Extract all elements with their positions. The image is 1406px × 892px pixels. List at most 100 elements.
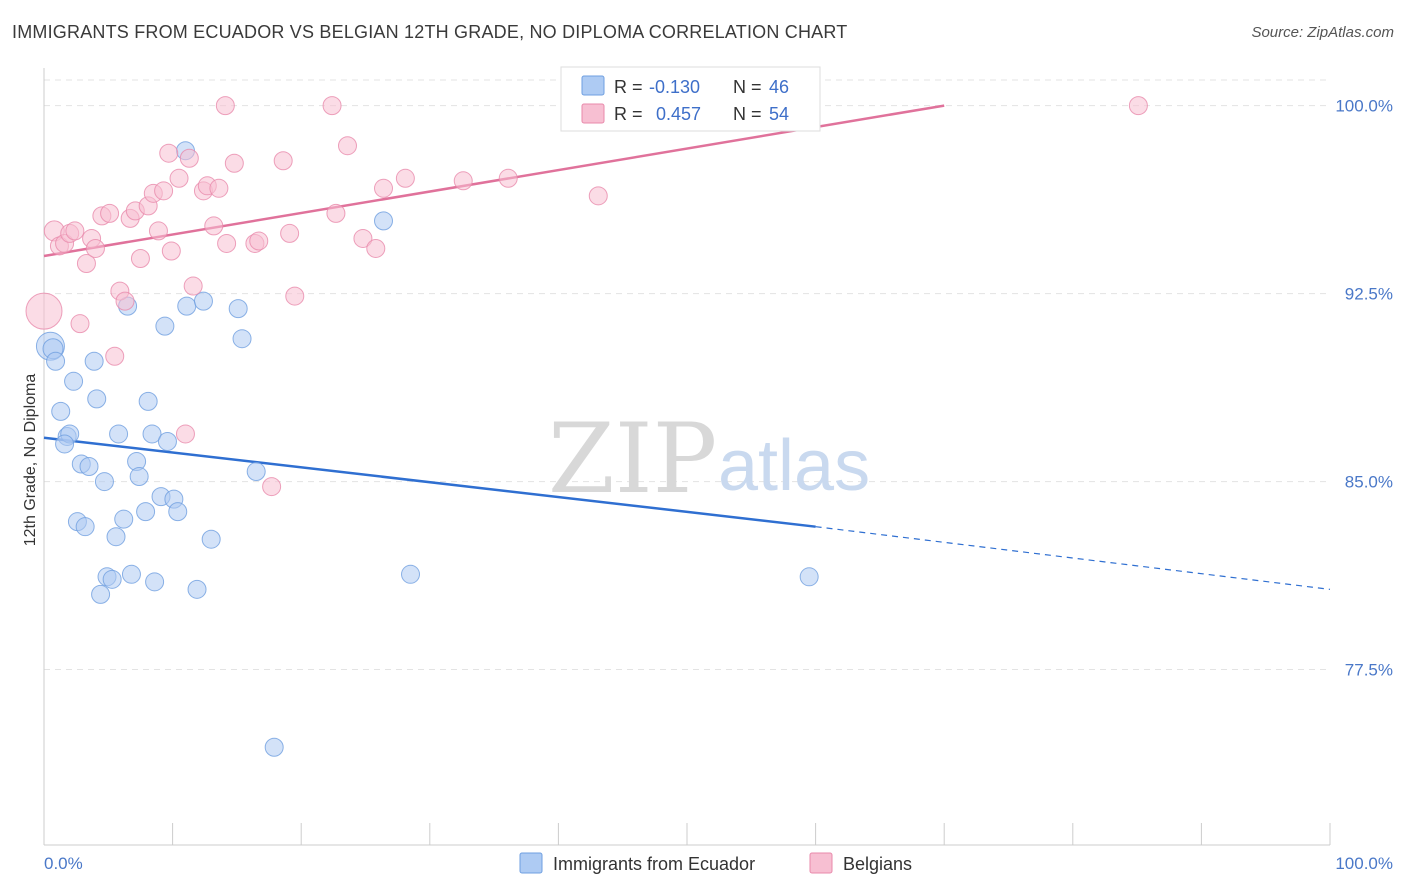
point-s0-30	[121, 564, 141, 584]
point-s0-11	[79, 457, 99, 477]
legend-r-label-ecuador: R =	[614, 77, 643, 97]
point-s0-23	[114, 509, 134, 529]
x-tick-label-1: 100.0%	[1335, 854, 1393, 873]
point-s0-40	[232, 329, 252, 349]
bottom-legend-swatch-belgians	[809, 852, 833, 874]
point-s0-26	[106, 527, 126, 547]
point-s1-24	[169, 168, 189, 188]
watermark-atlas: atlas	[718, 426, 870, 506]
point-s0-29	[102, 569, 122, 589]
point-s1-21	[154, 181, 174, 201]
legend-swatch-ecuador	[581, 75, 605, 96]
point-s1-30	[209, 178, 229, 198]
point-s0-3	[64, 371, 84, 391]
point-s0-36	[177, 296, 197, 316]
point-s1-45	[395, 168, 415, 188]
point-s1-0	[25, 292, 63, 330]
y-tick-label-3: 100.0%	[1335, 97, 1393, 116]
point-s1-14	[115, 291, 135, 311]
point-s0-18	[157, 431, 177, 451]
point-s0-33	[91, 584, 111, 604]
legend-n-label-belgians: N =	[733, 104, 762, 124]
point-s1-26	[183, 276, 203, 296]
point-s1-51	[1128, 96, 1148, 116]
point-s1-20	[148, 221, 168, 241]
point-s0-35	[155, 316, 175, 336]
point-s0-31	[145, 572, 165, 592]
axes	[43, 68, 1331, 846]
y-tick-label-1: 85.0%	[1345, 473, 1393, 492]
point-s1-38	[322, 96, 342, 116]
point-s1-42	[353, 228, 373, 248]
point-s1-25	[179, 148, 199, 168]
point-s0-27	[201, 529, 221, 549]
point-s0-39	[228, 299, 248, 319]
point-s1-36	[280, 223, 300, 243]
point-s1-6	[70, 314, 90, 334]
legend-n-value-ecuador: 46	[769, 77, 789, 97]
point-s1-22	[161, 241, 181, 261]
chart-title: IMMIGRANTS FROM ECUADOR VS BELGIAN 12TH …	[12, 22, 848, 42]
point-s0-2	[46, 351, 66, 371]
trend-line-s0	[43, 436, 816, 528]
point-s0-25	[75, 517, 95, 537]
point-s1-40	[326, 203, 346, 223]
data-points	[25, 96, 1148, 757]
point-s0-22	[136, 502, 156, 522]
trend-lines	[43, 104, 1331, 590]
point-s1-5	[65, 221, 85, 241]
legend-r-value-belgians: 0.457	[656, 104, 701, 124]
point-s0-15	[129, 467, 149, 487]
point-s1-44	[374, 178, 394, 198]
point-s1-52	[175, 424, 195, 444]
point-s1-17	[130, 248, 150, 268]
x-tick-labels: 0.0% 100.0%	[44, 854, 1393, 873]
watermark-zip: ZIP	[548, 403, 717, 515]
y-axis-label: 12th Grade, No Diploma	[22, 374, 39, 547]
bottom-legend-label-ecuador: Immigrants from Ecuador	[553, 854, 755, 874]
point-s1-34	[249, 231, 269, 251]
point-s0-6	[51, 401, 71, 421]
bottom-legend-label-belgians: Belgians	[843, 854, 912, 874]
point-s1-32	[224, 153, 244, 173]
point-s1-29	[204, 216, 224, 236]
bottom-legend-swatch-ecuador	[519, 852, 543, 874]
point-s1-12	[105, 346, 125, 366]
trend-line-dashed-s0	[815, 526, 1331, 590]
point-s1-23	[159, 143, 179, 163]
point-s1-50	[588, 186, 608, 206]
point-s0-12	[94, 472, 114, 492]
watermark: ZIP atlas	[548, 403, 870, 515]
point-s1-46	[453, 171, 473, 191]
legend-n-value-belgians: 54	[769, 104, 789, 124]
point-s0-17	[142, 424, 162, 444]
point-s0-45	[264, 737, 284, 757]
legend-r-label-belgians: R =	[614, 104, 643, 124]
chart-source: Source: ZipAtlas.com	[1251, 24, 1394, 41]
legend-swatch-belgians	[581, 103, 605, 124]
point-s0-41	[246, 462, 266, 482]
point-s0-42	[374, 211, 394, 231]
point-s1-7	[76, 254, 96, 274]
legend-n-label-ecuador: N =	[733, 77, 762, 97]
point-s0-44	[799, 567, 819, 587]
point-s0-9	[55, 434, 75, 454]
y-tick-label-2: 92.5%	[1345, 285, 1393, 304]
series-1-points	[25, 96, 1148, 497]
legend-r-value-ecuador: -0.130	[649, 77, 700, 97]
y-tick-labels: 77.5% 85.0% 92.5% 100.0%	[1335, 97, 1393, 680]
point-s1-9	[85, 238, 105, 258]
point-s0-4	[84, 351, 104, 371]
point-s1-31	[217, 233, 237, 253]
point-s0-32	[187, 579, 207, 599]
point-s1-41	[337, 136, 357, 156]
point-s0-13	[109, 424, 129, 444]
y-tick-label-0: 77.5%	[1345, 661, 1393, 680]
point-s0-21	[168, 502, 188, 522]
point-s1-39	[215, 96, 235, 116]
point-s1-53	[262, 477, 282, 497]
point-s1-35	[273, 151, 293, 171]
x-tick-label-0: 0.0%	[44, 854, 83, 873]
point-s0-16	[138, 391, 158, 411]
